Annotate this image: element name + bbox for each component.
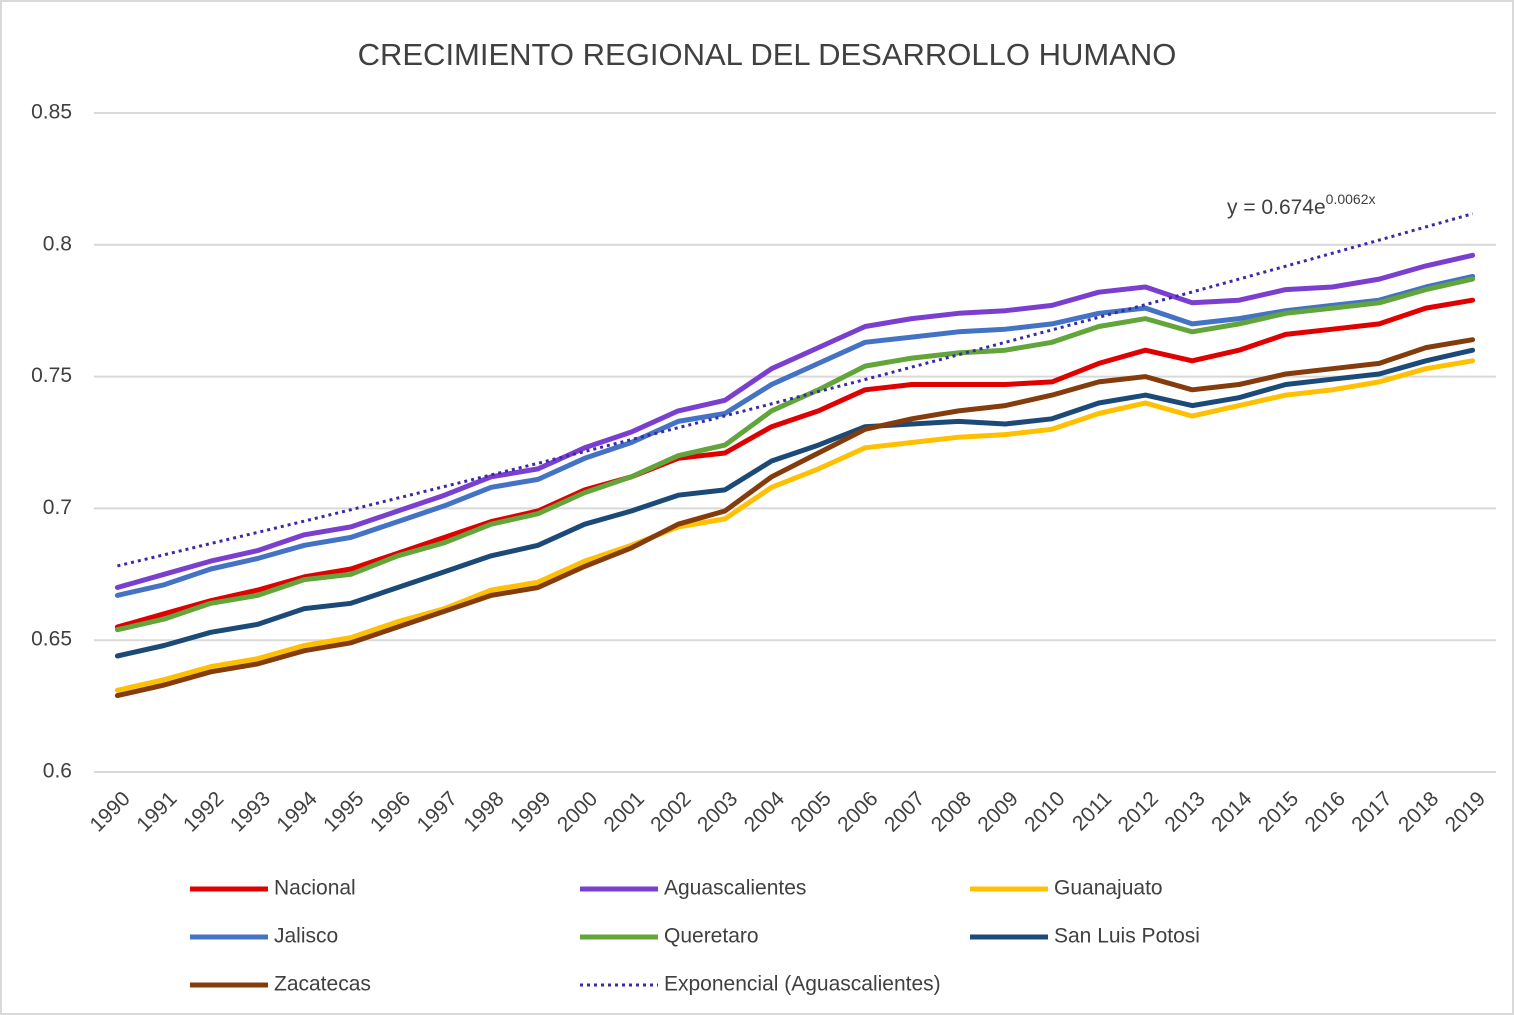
line-series: [114, 358, 1476, 693]
line-series: [114, 347, 1476, 659]
y-tick-label: 0.6: [43, 760, 72, 783]
y-tick-label: 0.65: [31, 628, 72, 651]
line-series: [114, 297, 1476, 630]
trend-equation-exponent: 0.0062x: [1326, 191, 1376, 207]
legend-label: Guanajuato: [1054, 877, 1163, 900]
y-tick-label: 0.8: [43, 232, 72, 255]
legend-label: Aguascalientes: [664, 877, 806, 900]
legend-label: Zacatecas: [274, 973, 371, 996]
line-series: [114, 276, 1476, 633]
line-series: [114, 337, 1476, 699]
line-series: [114, 252, 1476, 590]
legend-label: San Luis Potosi: [1054, 925, 1200, 948]
trend-line: [117, 212, 1474, 568]
y-tick-label: 0.85: [31, 101, 72, 124]
legend-label: Nacional: [274, 877, 356, 900]
y-tick-label: 0.75: [31, 364, 72, 387]
legend-label: Queretaro: [664, 925, 759, 948]
y-tick-label: 0.7: [43, 496, 72, 519]
chart-title: CRECIMIENTO REGIONAL DEL DESARROLLO HUMA…: [358, 37, 1177, 72]
legend-label: Jalisco: [274, 925, 338, 948]
trend-equation: y = 0.674e0.0062x: [1227, 191, 1376, 219]
legend-label: Exponencial (Aguascalientes): [664, 973, 941, 996]
line-series: [114, 273, 1476, 598]
trend-equation-base: y = 0.674e: [1227, 196, 1326, 219]
